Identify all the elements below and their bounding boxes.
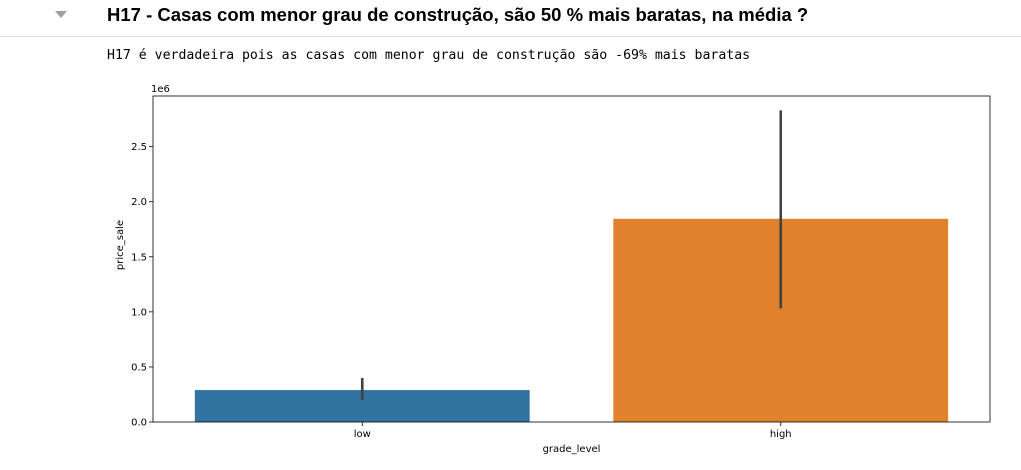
y-axis-label: price_sale: [115, 220, 126, 270]
x-tick-label: high: [770, 429, 792, 440]
y-tick-label: 2.0: [131, 197, 147, 208]
y-tick-label: 0.5: [131, 362, 147, 373]
section-title: H17 - Casas com menor grau de construção…: [107, 4, 809, 25]
section-header: H17 - Casas com menor grau de construção…: [0, 0, 1021, 37]
x-axis-ticks: low high: [354, 422, 792, 440]
bars: [194, 218, 949, 422]
cell-output-text: H17 é verdadeira pois as casas com menor…: [107, 48, 751, 63]
y-offset-label: 1e6: [151, 84, 170, 95]
error-bars: [360, 110, 783, 400]
y-tick-label: 0.0: [131, 418, 147, 429]
plot-frame: [152, 95, 991, 423]
bar-chart: 0.0 0.5 1.0 1.5 2.0 2.5 low high 1e6 price_sal…: [115, 84, 991, 455]
x-tick-label: low: [354, 429, 371, 440]
chevron-down-icon[interactable]: [52, 8, 70, 22]
y-tick-label: 1.0: [131, 307, 147, 318]
y-tick-label: 1.5: [131, 252, 147, 263]
y-axis-ticks: 0.0 0.5 1.0 1.5 2.0 2.5: [131, 142, 153, 429]
x-axis-label: grade_level: [543, 444, 601, 455]
y-tick-label: 2.5: [131, 142, 147, 153]
